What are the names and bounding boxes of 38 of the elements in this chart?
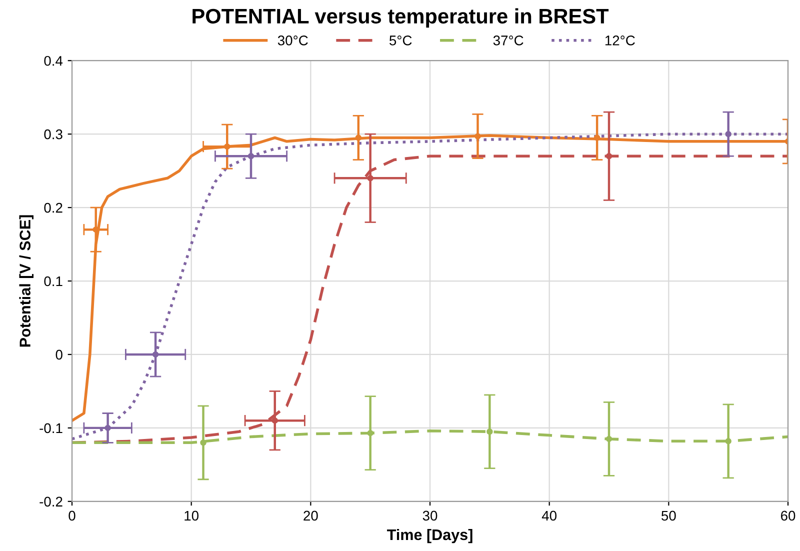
x-tick-label: 0	[68, 510, 76, 521]
point	[725, 130, 732, 138]
point	[355, 134, 362, 141]
point	[367, 430, 374, 436]
y-tick-label: -0.1	[40, 423, 62, 434]
y-tick-label: -0.2	[40, 496, 62, 507]
y-tick-label: 0	[56, 350, 62, 360]
x-tick-label: 40	[542, 510, 557, 521]
y-axis-title: Potential [V / SCE]	[19, 215, 34, 347]
point	[200, 440, 206, 446]
x-tick-label: 30	[422, 510, 438, 521]
point	[474, 133, 481, 140]
point	[606, 152, 612, 160]
point	[224, 143, 230, 150]
y-tick-label: 0.3	[44, 129, 62, 140]
point	[272, 417, 278, 424]
legend-label: 5°C	[390, 36, 412, 46]
point	[486, 428, 493, 435]
point	[367, 175, 374, 182]
y-tick-label: 0.4	[44, 56, 63, 66]
legend-label: 12°C	[605, 36, 635, 46]
chart-title: POTENTIAL versus temperature in BREST	[192, 8, 609, 28]
x-tick-label: 20	[304, 510, 318, 521]
x-tick-label: 10	[184, 510, 199, 521]
y-tick-label: 0.2	[44, 202, 62, 213]
point	[152, 351, 159, 358]
x-tick-label: 50	[662, 510, 676, 521]
legend-label: 37°C	[493, 36, 524, 46]
y-tick-label: 0.1	[44, 276, 62, 286]
line-series	[72, 429, 788, 444]
x-tick-label: 60	[780, 510, 796, 521]
point	[248, 152, 254, 160]
legend-label: 30°C	[278, 36, 308, 46]
point	[725, 438, 732, 444]
point	[104, 424, 111, 432]
x-axis-title: Time [Days]	[387, 528, 472, 544]
point	[606, 436, 612, 442]
point	[594, 134, 600, 141]
